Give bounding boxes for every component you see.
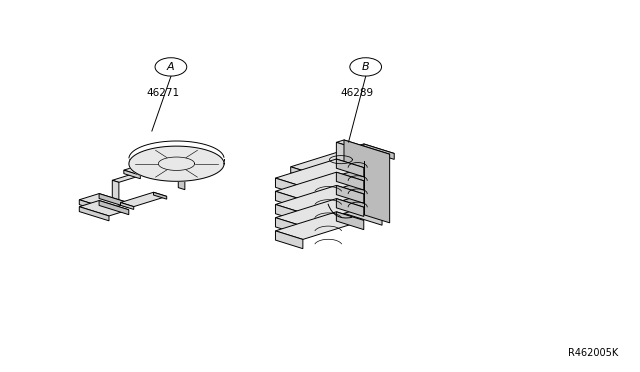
Polygon shape — [337, 172, 364, 190]
Polygon shape — [275, 178, 303, 196]
Polygon shape — [275, 159, 364, 187]
Polygon shape — [337, 212, 364, 230]
Polygon shape — [120, 202, 134, 209]
Polygon shape — [291, 144, 394, 176]
Polygon shape — [275, 205, 303, 222]
Polygon shape — [79, 201, 129, 216]
Text: 46289: 46289 — [340, 87, 373, 97]
Polygon shape — [99, 201, 129, 215]
Polygon shape — [275, 172, 364, 200]
Text: A: A — [167, 62, 175, 72]
Polygon shape — [275, 191, 303, 209]
Polygon shape — [275, 231, 303, 248]
Text: B: B — [362, 62, 369, 72]
Polygon shape — [179, 160, 185, 190]
Polygon shape — [120, 192, 166, 206]
Polygon shape — [275, 218, 303, 235]
Polygon shape — [79, 207, 109, 221]
Polygon shape — [275, 212, 364, 240]
Polygon shape — [291, 167, 321, 182]
Polygon shape — [157, 160, 173, 169]
Polygon shape — [129, 146, 224, 181]
Polygon shape — [124, 170, 140, 179]
Text: R462005K: R462005K — [568, 348, 618, 358]
Polygon shape — [99, 193, 129, 208]
Polygon shape — [275, 199, 364, 226]
Polygon shape — [337, 140, 390, 157]
Polygon shape — [364, 144, 394, 159]
Polygon shape — [124, 160, 173, 175]
Text: 46271: 46271 — [146, 87, 179, 97]
Polygon shape — [337, 199, 364, 217]
Polygon shape — [337, 185, 364, 203]
Polygon shape — [275, 185, 364, 213]
Polygon shape — [112, 160, 185, 182]
Polygon shape — [112, 180, 119, 210]
Polygon shape — [344, 140, 390, 223]
Polygon shape — [79, 200, 109, 214]
Polygon shape — [154, 192, 166, 199]
Polygon shape — [79, 193, 129, 209]
Polygon shape — [337, 159, 364, 177]
Polygon shape — [337, 142, 382, 225]
